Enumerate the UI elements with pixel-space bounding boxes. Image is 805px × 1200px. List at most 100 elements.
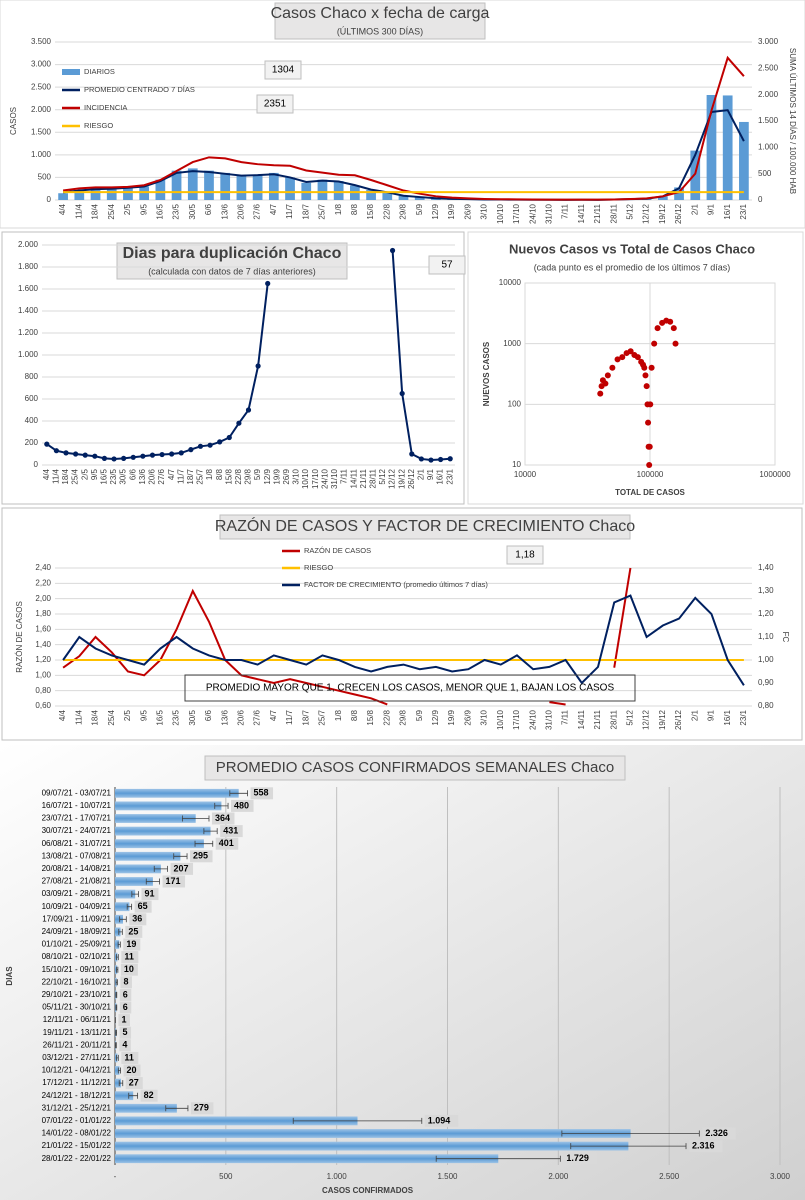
y-tick-label: 27/08/21 - 21/08/21 [42, 877, 112, 886]
label-box [220, 825, 243, 838]
error-bar [181, 815, 210, 822]
bar [414, 197, 425, 200]
x-tick-label: 2/5 [123, 709, 132, 721]
error-bar [118, 1080, 124, 1087]
x-tick-label: 18/4 [91, 709, 100, 725]
point [619, 354, 626, 361]
x-tick-label: 1/8 [334, 203, 343, 215]
y-tick-label: 07/01/22 - 01/01/22 [42, 1116, 112, 1125]
bar [382, 192, 393, 200]
marker [255, 363, 261, 369]
x-tick-label: 26/9 [463, 709, 472, 725]
y2-tick-label: 1,00 [758, 655, 774, 664]
x-tick-label: 9/1 [426, 468, 435, 480]
chart-title: Dias para duplicación Chaco [123, 245, 342, 262]
bar [236, 175, 247, 200]
value-label: 11 [124, 951, 134, 961]
bar [115, 788, 239, 798]
y-tick-label: 400 [25, 416, 39, 425]
x-tick-label: 21/11 [359, 468, 368, 488]
point [609, 364, 616, 371]
x-tick-label: 20/6 [237, 203, 246, 219]
label-box [702, 1127, 736, 1140]
bar [115, 1141, 629, 1151]
x-tick-label: 16/5 [100, 468, 109, 484]
value-label: 295 [193, 851, 208, 861]
label-box [119, 1026, 132, 1039]
bar [252, 174, 263, 200]
bar [58, 193, 68, 200]
y2-tick-label: 0,80 [758, 701, 774, 710]
x-tick-label: 27/6 [157, 468, 166, 484]
y-axis-label: RAZÓN DE CASOS [15, 601, 24, 673]
x-tick-label: 1.500 [437, 1172, 458, 1181]
y-tick-label: 01/10/21 - 25/09/21 [42, 940, 112, 949]
error-bar [117, 1067, 121, 1074]
x-tick-label: 20/6 [237, 709, 246, 725]
point [647, 401, 654, 408]
x-tick-label: 26/9 [463, 203, 472, 219]
x-tick-label: 24/10 [528, 709, 537, 730]
chart-subtitle: (ÚLTIMOS 300 DÍAS) [337, 26, 423, 36]
marker [159, 451, 165, 458]
bar [187, 168, 198, 200]
x-tick-label: 10/10 [301, 468, 310, 489]
value-label: 364 [215, 813, 230, 823]
value-label: 91 [144, 888, 154, 898]
error-bar [116, 954, 119, 961]
x-tick-label: 11/4 [52, 468, 61, 484]
y2-tick-label: 0,90 [758, 678, 774, 687]
y-tick-label: 600 [25, 394, 39, 403]
label-box [274, 2, 486, 40]
x-tick-label: 4/7 [269, 203, 278, 215]
y-tick-label: 10000 [499, 278, 522, 287]
x-tick-label: 15/8 [224, 468, 233, 484]
x-tick-label: 10/10 [496, 203, 505, 224]
marker [169, 451, 175, 457]
x-tick-label: 7/11 [340, 468, 349, 484]
x-tick-label: 14/11 [577, 709, 586, 729]
bar [115, 1078, 121, 1088]
y-tick-label: 1.400 [18, 306, 39, 315]
x-tick-label: 26/9 [282, 468, 291, 484]
y2-tick-label: 1,20 [758, 609, 774, 618]
legend-label: FACTOR DE CRECIMIENTO (promedio últimos … [304, 580, 488, 589]
x-tick-label: 25/4 [107, 709, 116, 725]
x-tick-label: 25/4 [71, 468, 80, 484]
label-box [204, 755, 626, 781]
point [641, 364, 648, 371]
error-bar [115, 1042, 117, 1049]
value-label: 4 [122, 1040, 127, 1050]
x-tick-label: 2/5 [80, 468, 89, 480]
chart-subtitle: (calculada con datos de 7 días anteriore… [148, 266, 316, 276]
y-tick-label: 2.500 [31, 82, 52, 91]
error-bar [117, 941, 121, 948]
marker [111, 456, 117, 462]
value-label: 1 [121, 1014, 126, 1024]
x-tick-label: 26/12 [407, 468, 416, 489]
x-tick-label: 31/10 [330, 468, 339, 489]
x-tick-label: 9/5 [139, 203, 148, 215]
line [62, 55, 745, 201]
label-box [116, 242, 348, 280]
x-tick-label: 10/10 [496, 709, 505, 730]
label-box [563, 1152, 597, 1165]
y-tick-label: 03/09/21 - 28/08/21 [42, 889, 112, 898]
bar [115, 914, 123, 924]
label-box [121, 951, 139, 964]
x-tick-label: 24/10 [320, 468, 329, 489]
x-tick-label: 6/6 [204, 203, 213, 215]
y-tick-label: 26/11/21 - 20/11/21 [43, 1040, 112, 1049]
point [602, 380, 609, 387]
x-tick-label: 8/8 [350, 203, 359, 215]
label-box [125, 925, 143, 938]
bar [115, 1066, 120, 1075]
x-tick-label: 7/11 [561, 203, 570, 219]
x-tick-label: 18/7 [186, 468, 195, 484]
bar [115, 877, 153, 886]
error-bar [119, 916, 127, 923]
value-label: 401 [219, 838, 234, 848]
label-box [120, 976, 132, 989]
chart-title: RAZÓN DE CASOS Y FACTOR DE CRECIMIENTO C… [215, 516, 635, 535]
marker [197, 443, 204, 449]
